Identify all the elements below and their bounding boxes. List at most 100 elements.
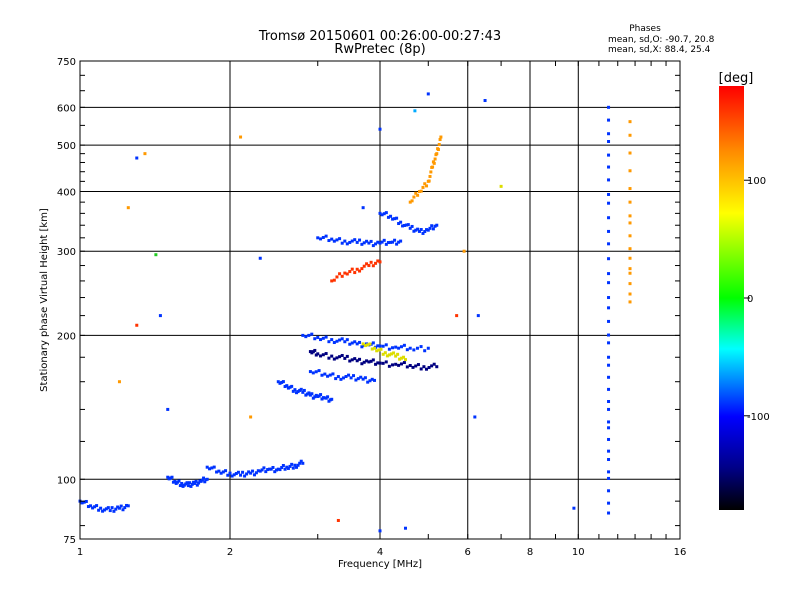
data-point (106, 506, 110, 510)
data-point (402, 223, 406, 227)
data-point (82, 500, 86, 504)
data-point (219, 471, 223, 475)
data-point (332, 357, 336, 361)
data-point (394, 345, 398, 349)
data-point (483, 99, 487, 103)
data-point (353, 340, 357, 344)
data-point (234, 472, 238, 476)
data-point (395, 242, 399, 246)
data-point (439, 135, 443, 139)
data-point (290, 384, 294, 388)
data-point (228, 471, 232, 475)
data-point (408, 200, 412, 204)
data-point (628, 256, 632, 260)
data-point (177, 479, 181, 483)
y-axis: 75 100 200 300 400 500 600 750 (57, 57, 680, 546)
data-point (335, 238, 339, 242)
data-point (628, 200, 632, 204)
data-point (91, 506, 95, 510)
data-point (296, 390, 300, 394)
data-point (202, 476, 206, 480)
data-point (143, 152, 147, 156)
data-point (104, 507, 108, 511)
data-point (343, 340, 347, 344)
data-point (377, 348, 381, 352)
x-tick-label: 6 (465, 547, 471, 558)
data-point (334, 377, 338, 381)
data-point (405, 365, 409, 369)
data-point (607, 229, 611, 233)
data-point (426, 92, 430, 96)
data-point (607, 242, 611, 246)
data-point (368, 342, 372, 346)
data-point (126, 206, 130, 210)
data-point (195, 483, 199, 487)
data-point (119, 504, 123, 508)
data-point (416, 193, 420, 197)
data-point (324, 335, 328, 339)
data-point (298, 461, 302, 465)
data-point (301, 333, 305, 337)
data-points (78, 92, 632, 533)
data-point (344, 375, 348, 379)
colorbar-tick-label: 0 (747, 294, 753, 305)
y-tick-label: 750 (57, 57, 76, 68)
data-point (360, 345, 364, 349)
data-point (423, 182, 427, 186)
data-point (374, 261, 378, 265)
x-axis: 1 2 4 6 8 10 16 (77, 61, 687, 558)
data-point (419, 367, 423, 371)
data-point (295, 391, 299, 395)
data-point (380, 213, 384, 217)
data-point (628, 133, 632, 137)
data-point (423, 349, 427, 353)
data-point (425, 228, 429, 232)
data-point (299, 387, 303, 391)
data-point (628, 300, 632, 304)
data-point (348, 342, 352, 346)
data-point (296, 463, 300, 467)
data-point (252, 473, 256, 477)
data-point (126, 504, 130, 508)
data-point (384, 242, 388, 246)
data-point (427, 366, 431, 370)
data-point (327, 340, 331, 344)
data-point (110, 506, 114, 510)
data-point (338, 338, 342, 342)
data-point (437, 143, 441, 147)
data-point (347, 373, 351, 377)
data-point (343, 356, 347, 360)
data-point (327, 239, 331, 243)
data-point (374, 242, 378, 246)
data-point (348, 359, 352, 363)
data-point (607, 426, 611, 430)
x-tick-label: 16 (674, 547, 687, 558)
data-point (212, 465, 216, 469)
data-point (353, 238, 357, 242)
data-point (366, 380, 370, 384)
data-point (256, 469, 260, 473)
data-point (319, 338, 323, 342)
data-point (359, 375, 363, 379)
data-point (607, 153, 611, 157)
data-point (324, 352, 328, 356)
data-point (435, 152, 439, 156)
data-point (379, 347, 383, 351)
data-point (607, 420, 611, 424)
data-point (93, 505, 97, 509)
data-point (628, 214, 632, 218)
data-point (398, 357, 402, 361)
data-point (399, 239, 403, 243)
data-point (415, 346, 419, 350)
data-point (390, 352, 394, 356)
data-point (438, 138, 442, 142)
data-point (403, 526, 407, 530)
data-point (245, 472, 249, 476)
data-point (293, 388, 297, 392)
data-point (117, 506, 121, 510)
data-point (378, 241, 382, 245)
data-point (280, 380, 284, 384)
data-point (313, 348, 317, 352)
data-point (402, 361, 406, 365)
data-point (89, 504, 93, 508)
